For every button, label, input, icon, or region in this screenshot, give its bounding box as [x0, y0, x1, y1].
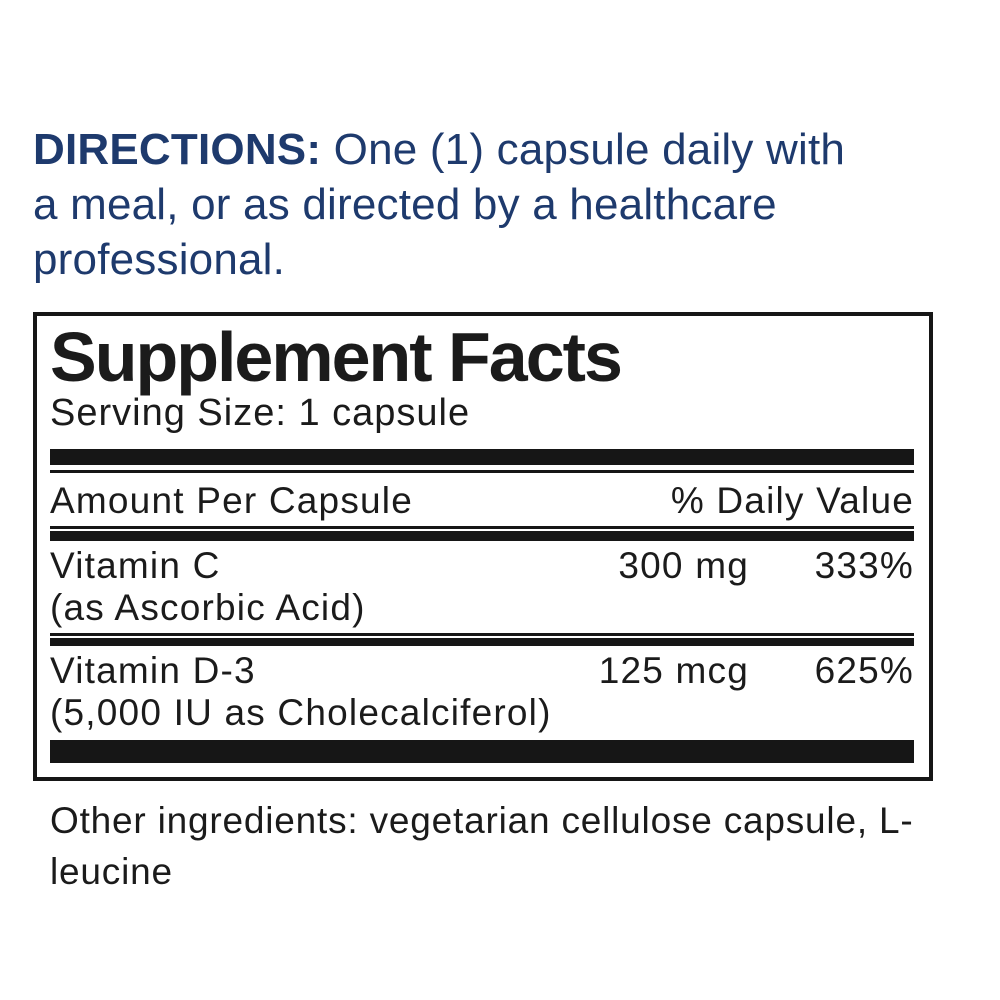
divider-thin-bar: [50, 633, 914, 636]
divider-thick-bar: [50, 638, 914, 646]
divider-thin-thick: [50, 633, 914, 646]
bottom-thick-bar: [50, 740, 914, 763]
nutrient-name: Vitamin D-3: [50, 650, 256, 691]
directions-text: One (1) capsule daily with a meal, or as…: [33, 125, 846, 284]
divider-thin-bar: [50, 526, 914, 529]
nutrient-detail: (5,000 IU as Cholecalciferol): [50, 692, 552, 733]
nutrient-amount: 125 mcg: [598, 650, 749, 691]
divider-thick-bar: [50, 531, 914, 541]
table-row-vitamin-d3: Vitamin D-3 125 mcg 625% (5,000 IU as Ch…: [50, 652, 914, 731]
other-ingredients: Other ingredients: vegetarian cellulose …: [50, 800, 914, 892]
panel-title: Supplement Facts: [50, 318, 623, 396]
nutrient-line: Vitamin C 300 mg 333%: [50, 547, 914, 584]
divider-thick-thin: [50, 449, 914, 473]
table-header-row: Amount Per Capsule % Daily Value: [50, 480, 914, 521]
nutrient-daily-value: 625%: [814, 650, 914, 691]
nutrient-amount: 300 mg: [618, 545, 749, 586]
panel-area: Supplement Facts Serving Size: 1 capsule…: [33, 312, 993, 781]
divider-thick-bar: [50, 449, 914, 465]
nutrient-daily-value: 333%: [814, 545, 914, 586]
nutrient-line: Vitamin D-3 125 mcg 625%: [50, 652, 914, 689]
supplement-facts-panel: Supplement Facts Serving Size: 1 capsule…: [33, 312, 933, 781]
directions-label: DIRECTIONS:: [33, 125, 322, 174]
table-row-vitamin-c: Vitamin C 300 mg 333% (as Ascorbic Acid): [50, 547, 914, 626]
nutrient-name: Vitamin C: [50, 545, 221, 586]
divider-thin-thick: [50, 526, 914, 541]
nutrient-detail: (as Ascorbic Acid): [50, 587, 366, 628]
header-amount-per-capsule: Amount Per Capsule: [50, 480, 414, 521]
serving-size: Serving Size: 1 capsule: [50, 392, 471, 434]
directions-paragraph: DIRECTIONS: One (1) capsule daily with a…: [33, 122, 878, 287]
header-daily-value: % Daily Value: [670, 480, 914, 521]
divider-thin-bar: [50, 470, 914, 473]
bottom-divider: [50, 740, 914, 763]
